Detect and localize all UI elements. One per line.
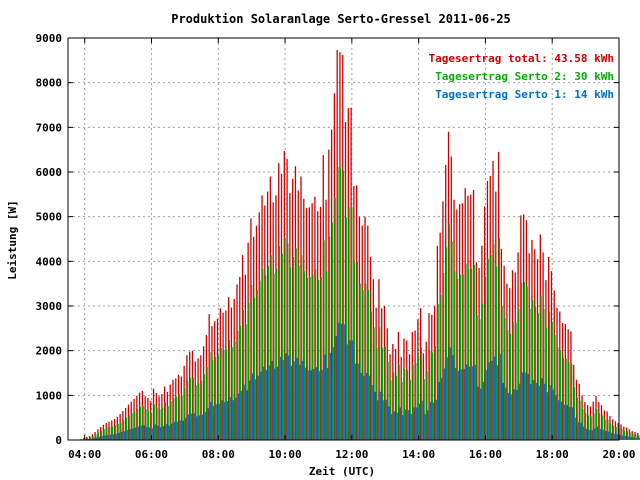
- x-tick-label: 12:00: [335, 448, 368, 461]
- y-tick-label: 8000: [36, 77, 63, 90]
- y-tick-label: 0: [55, 434, 62, 447]
- y-tick-label: 7000: [36, 121, 63, 134]
- x-tick-label: 18:00: [536, 448, 569, 461]
- x-tick-label: 04:00: [68, 448, 101, 461]
- x-tick-label: 20:00: [602, 448, 635, 461]
- series-1: [77, 50, 640, 440]
- x-tick-label: 14:00: [402, 448, 435, 461]
- legend-entry-total: Tagesertrag total: 43.58 kWh: [429, 52, 614, 65]
- chart-title: Produktion Solaranlage Serto-Gressel 201…: [171, 12, 511, 26]
- x-tick-label: 06:00: [135, 448, 168, 461]
- y-tick-label: 4000: [36, 255, 63, 268]
- plot-frame: [67, 37, 620, 441]
- y-tick-label: 3000: [36, 300, 63, 313]
- bar-series: [77, 50, 640, 440]
- y-tick-label: 1000: [36, 389, 63, 402]
- x-tick-label: 10:00: [268, 448, 301, 461]
- y-tick-label: 5000: [36, 211, 63, 224]
- x-tick-label: 08:00: [202, 448, 235, 461]
- legend: Tagesertrag total: 43.58 kWh Tagesertrag …: [429, 52, 614, 101]
- y-tick-label: 9000: [36, 32, 63, 45]
- x-tick-label: 16:00: [469, 448, 502, 461]
- series-2: [78, 167, 640, 440]
- series-3: [79, 322, 640, 440]
- legend-entry-serto1: Tagesertrag Serto 1: 14 kWh: [435, 88, 614, 101]
- x-axis-label: Zeit (UTC): [309, 465, 375, 478]
- legend-entry-serto2: Tagesertrag Serto 2: 30 kWh: [435, 70, 614, 83]
- y-axis-label: Leistung [W]: [6, 200, 19, 279]
- y-tick-label: 6000: [36, 166, 63, 179]
- axis-ticks: 0 1000 2000 3000 4000 5000 6000 7000 8000 9000 04:…: [36, 32, 636, 461]
- y-tick-label: 2000: [36, 345, 63, 358]
